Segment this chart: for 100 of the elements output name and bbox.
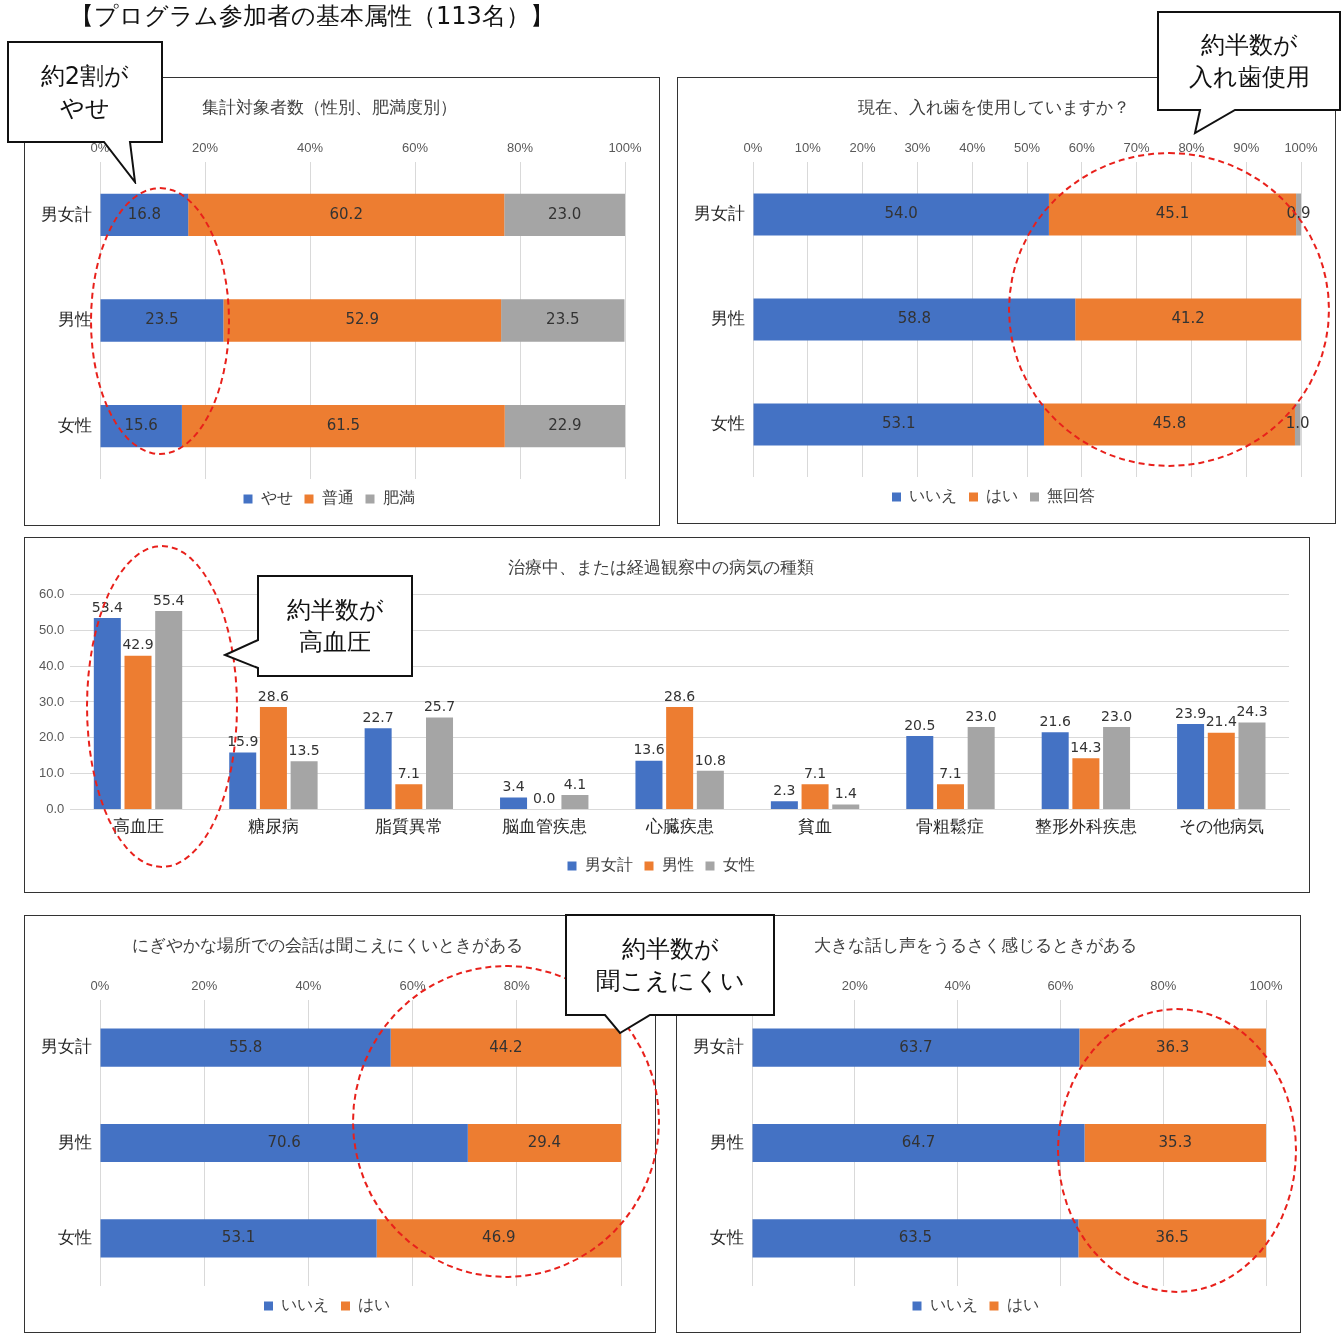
data-label: 22.9	[548, 416, 582, 435]
data-label: 36.5	[1155, 1228, 1189, 1247]
bar	[1078, 1219, 1266, 1258]
legend-label: いいえ	[909, 487, 957, 505]
text: やせ	[60, 93, 110, 124]
bar	[390, 1028, 621, 1067]
data-label: 16.8	[127, 204, 162, 223]
data-label: 23.0	[1100, 707, 1133, 724]
y-tick-label: 30.0	[38, 693, 65, 709]
bar	[181, 405, 505, 448]
data-label: 63.7	[899, 1037, 933, 1056]
bar	[504, 405, 625, 448]
y-tick-label: 男性	[58, 1132, 92, 1152]
text: 入れ歯使用	[1188, 62, 1310, 93]
data-label: 23.0	[965, 707, 997, 724]
bar	[752, 1123, 1085, 1163]
x-tick-label: 100%	[1284, 139, 1319, 155]
text: 聞こえにくい	[595, 966, 745, 997]
chart-title: 治療中、または経過観察中の病気の種類	[508, 557, 814, 577]
bar	[1084, 1123, 1266, 1163]
bar	[100, 193, 189, 236]
bar	[1041, 732, 1069, 810]
legend-label: はい	[1006, 1296, 1039, 1314]
data-label: 35.3	[1158, 1132, 1192, 1151]
x-tick-label: 20%	[849, 139, 877, 155]
bar	[504, 193, 625, 236]
y-tick-label: 男性	[58, 310, 92, 330]
bar	[188, 193, 505, 236]
data-label: 52.9	[345, 310, 379, 329]
bar	[561, 794, 589, 810]
x-tick-label: 80%	[1150, 977, 1177, 993]
bar	[1072, 758, 1100, 810]
data-label: 23.9	[1175, 704, 1207, 721]
data-label: 24.3	[1236, 703, 1268, 720]
bar	[752, 1219, 1079, 1258]
data-label: 1.4	[834, 785, 857, 802]
annotation: 高血圧	[299, 627, 371, 658]
bar	[1207, 732, 1235, 810]
x-tick-label: 80%	[503, 977, 531, 993]
bar	[666, 707, 694, 810]
bar	[100, 1123, 468, 1163]
bar	[906, 736, 934, 810]
y-tick-label: 男性	[710, 1132, 744, 1152]
data-label: 21.4	[1205, 713, 1237, 730]
data-label: 7.1	[939, 764, 962, 781]
y-tick-label: 男女計	[694, 204, 745, 224]
chart-title: 集計対象者数（性別、肥満度別）	[201, 97, 457, 117]
bar	[467, 1123, 621, 1163]
data-label: 42.9	[122, 636, 154, 653]
y-tick-label: 女性	[711, 414, 745, 434]
data-label: 36.3	[1156, 1037, 1190, 1056]
data-label: 23.5	[546, 310, 580, 329]
data-label: 15.9	[227, 733, 259, 750]
bar	[753, 403, 1044, 446]
bar	[290, 761, 318, 810]
bar	[501, 299, 625, 342]
x-tick-label: 100%	[1249, 977, 1284, 993]
x-tick-label: 30%	[904, 139, 931, 155]
x-tick-label: その他病気	[1178, 817, 1264, 837]
data-label: 44.2	[489, 1037, 523, 1056]
data-label: 53.1	[221, 1228, 256, 1247]
x-tick-label: 40%	[296, 139, 324, 155]
bar	[364, 728, 392, 810]
bar	[376, 1219, 621, 1258]
legend-label: はい	[358, 1296, 390, 1314]
x-tick-label: 50%	[1013, 139, 1041, 155]
bar	[259, 707, 287, 810]
x-tick-label: 心臓疾患	[644, 817, 714, 837]
data-label: 13.6	[633, 741, 665, 758]
x-tick-label: 60%	[399, 977, 427, 993]
x-tick-label: 脂質異常	[374, 817, 443, 837]
data-label: 15.6	[124, 416, 158, 435]
x-tick-label: 20%	[191, 139, 219, 155]
data-label: 4.1	[563, 775, 587, 792]
legend-label: 無回答	[1047, 487, 1095, 505]
x-tick-label: 脳血管疾患	[501, 817, 587, 837]
data-label: 63.5	[898, 1228, 933, 1247]
legend-label: 普通	[321, 489, 354, 507]
data-label: 3.4	[502, 778, 525, 795]
x-tick-label: 60%	[1047, 977, 1074, 993]
data-label: 70.6	[267, 1132, 301, 1151]
x-tick-label: 20%	[841, 977, 869, 993]
text: 約2割が	[40, 60, 130, 92]
bar	[1238, 722, 1266, 810]
x-tick-label: 20%	[191, 977, 218, 993]
y-tick-label: 男性	[711, 309, 745, 329]
data-label: 21.6	[1039, 712, 1071, 729]
legend-label: はい	[986, 487, 1018, 505]
bar	[1103, 727, 1131, 810]
legend-label: 男女計	[584, 856, 633, 874]
data-label: 54.0	[884, 204, 918, 223]
bar	[155, 610, 183, 810]
bar	[801, 784, 829, 810]
bar	[93, 618, 121, 810]
data-label: 2.3	[773, 781, 796, 798]
bar	[223, 299, 502, 342]
bar	[753, 298, 1076, 341]
data-label: 23.5	[145, 310, 179, 329]
legend-label: やせ	[260, 489, 293, 507]
legend-label: 男性	[661, 856, 694, 874]
